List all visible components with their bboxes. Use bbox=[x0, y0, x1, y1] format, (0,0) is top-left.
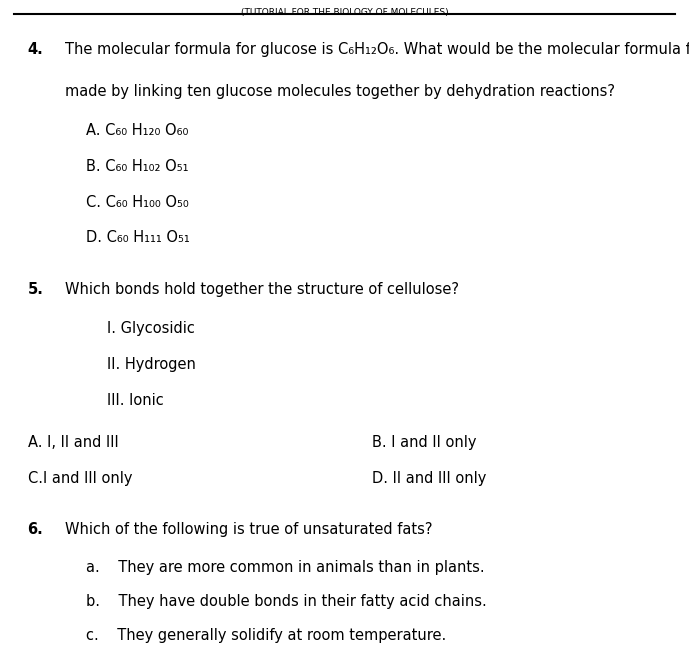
Text: I. Glycosidic: I. Glycosidic bbox=[107, 321, 195, 336]
Text: B. I and II only: B. I and II only bbox=[372, 435, 477, 450]
Text: 6.: 6. bbox=[28, 522, 43, 537]
Text: b.    They have double bonds in their fatty acid chains.: b. They have double bonds in their fatty… bbox=[86, 594, 487, 609]
Text: (TUTORIAL FOR THE BIOLOGY OF MOLECULES): (TUTORIAL FOR THE BIOLOGY OF MOLECULES) bbox=[240, 8, 449, 17]
Text: 4.: 4. bbox=[28, 42, 43, 57]
Text: D. C₆₀ H₁₁₁ O₅₁: D. C₆₀ H₁₁₁ O₅₁ bbox=[86, 230, 190, 245]
Text: III. Ionic: III. Ionic bbox=[107, 393, 163, 408]
Text: Which bonds hold together the structure of cellulose?: Which bonds hold together the structure … bbox=[65, 282, 460, 297]
Text: D. II and III only: D. II and III only bbox=[372, 471, 486, 485]
Text: II. Hydrogen: II. Hydrogen bbox=[107, 357, 196, 372]
Text: 5.: 5. bbox=[28, 282, 43, 297]
Text: A. C₆₀ H₁₂₀ O₆₀: A. C₆₀ H₁₂₀ O₆₀ bbox=[86, 123, 189, 138]
Text: The molecular formula for glucose is C₆H₁₂O₆. What would be the molecular formul: The molecular formula for glucose is C₆H… bbox=[65, 42, 689, 57]
Text: C.I and III only: C.I and III only bbox=[28, 471, 132, 485]
Text: a.    They are more common in animals than in plants.: a. They are more common in animals than … bbox=[86, 560, 485, 575]
Text: Which of the following is true of unsaturated fats?: Which of the following is true of unsatu… bbox=[65, 522, 433, 537]
Text: B. C₆₀ H₁₀₂ O₅₁: B. C₆₀ H₁₀₂ O₅₁ bbox=[86, 159, 189, 174]
Text: made by linking ten glucose molecules together by dehydration reactions?: made by linking ten glucose molecules to… bbox=[65, 84, 615, 99]
Text: A. I, II and III: A. I, II and III bbox=[28, 435, 119, 450]
Text: c.    They generally solidify at room temperature.: c. They generally solidify at room tempe… bbox=[86, 628, 446, 643]
Text: C. C₆₀ H₁₀₀ O₅₀: C. C₆₀ H₁₀₀ O₅₀ bbox=[86, 195, 189, 210]
